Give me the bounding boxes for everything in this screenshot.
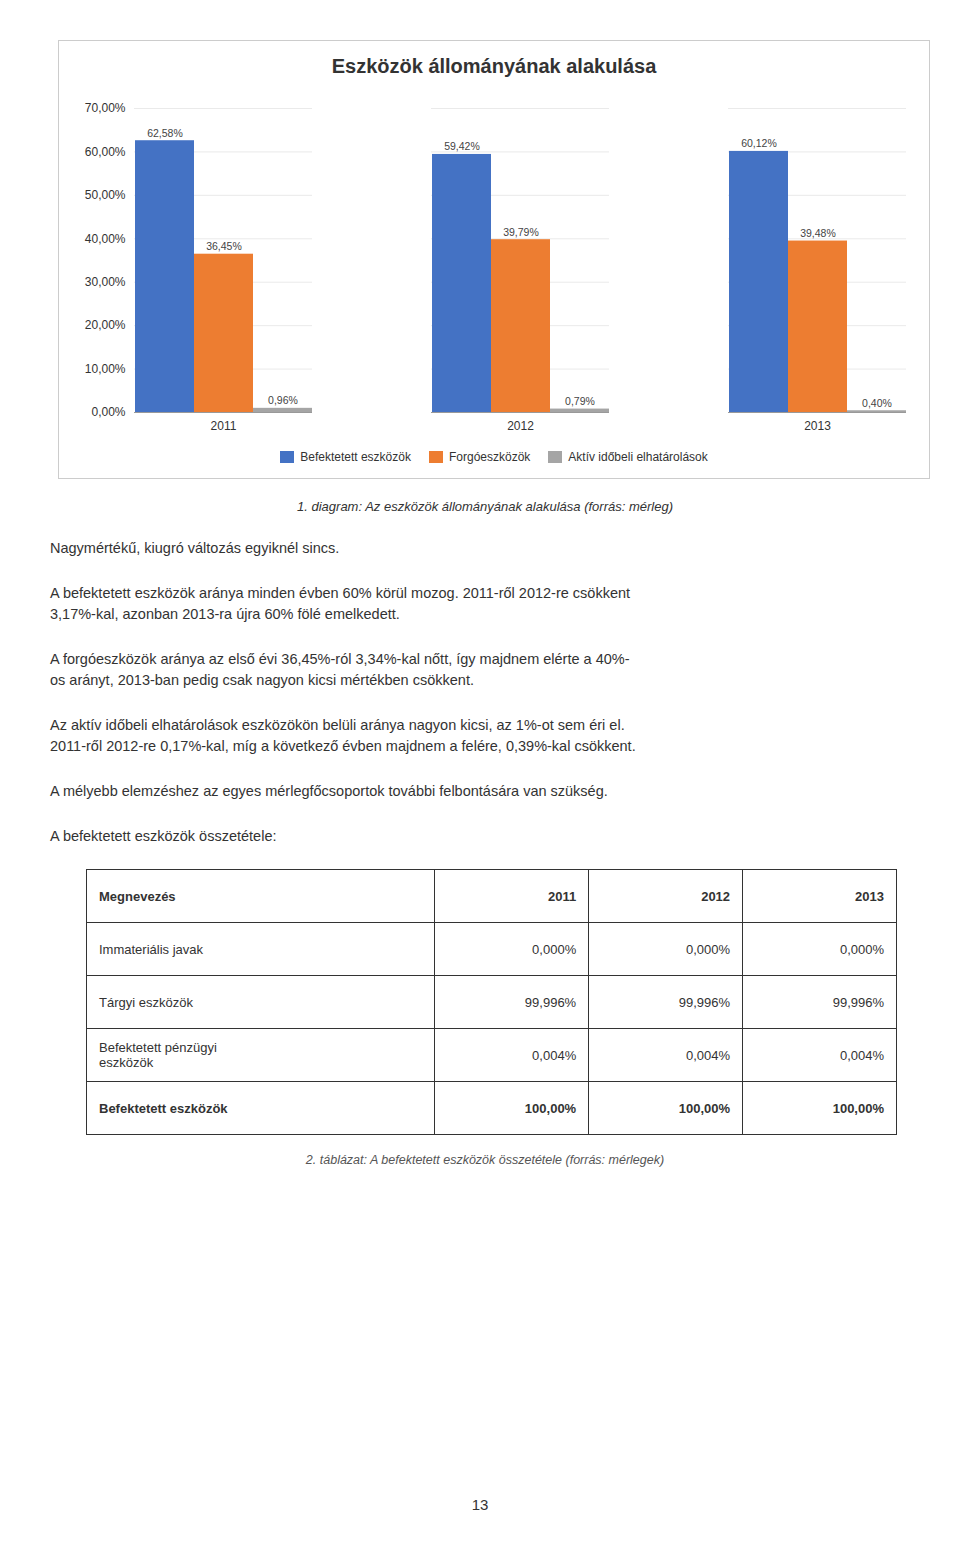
html-text:A forgóeszközök aránya az első: A forgóeszközök aránya az első évi 36,45… (50, 651, 630, 689)
html-text:0,000%: 0,000% (839, 941, 884, 957)
html-text:Tárgyi eszközök: Tárgyi eszközök (99, 994, 193, 1010)
html-text:Az aktív időbeli elhatárolások: Az aktív időbeli elhatárolások eszközökö… (50, 717, 636, 755)
html-text:2. táblázat: A befektetett esz: 2. táblázat: A befektetett eszközök össz… (305, 1153, 665, 1168)
svg-text:39,48%: 39,48% (800, 227, 836, 239)
html-text:Befektetett eszközök: Befektetett eszközök (99, 1100, 228, 1116)
svg-text:36,45%: 36,45% (206, 240, 242, 252)
html-text:1. diagram: Az eszközök állomá: 1. diagram: Az eszközök állományának ala… (297, 499, 673, 514)
html-text:13: 13 (471, 1496, 489, 1513)
html-text:0,000%: 0,000% (686, 941, 731, 957)
html-text:99,996%: 99,996% (678, 994, 731, 1010)
svg-text:20,00%: 20,00% (85, 318, 126, 332)
svg-text:2011: 2011 (211, 419, 237, 433)
svg-text:0,00%: 0,00% (91, 405, 125, 419)
html-text:Megnevezés: Megnevezés (99, 888, 176, 904)
svg-text:2012: 2012 (507, 419, 534, 433)
html-text:2013: 2013 (855, 888, 884, 904)
html-text:Forgóeszközök: Forgóeszközök (449, 450, 531, 464)
html-text:A befektetett eszközök összeté: A befektetett eszközök összetétele: (50, 828, 277, 845)
html-text:Aktív időbeli elhatárolások: Aktív időbeli elhatárolások (568, 450, 708, 464)
svg-text:10,00%: 10,00% (85, 362, 126, 376)
html-text:Immateriális javak: Immateriális javak (99, 941, 203, 957)
svg-text:0,79%: 0,79% (565, 395, 595, 407)
html-text:Befektetett pénzügyi eszközök: Befektetett pénzügyi eszközök (99, 1040, 217, 1071)
svg-text:60,00%: 60,00% (85, 145, 126, 159)
html-text:99,996%: 99,996% (524, 994, 577, 1010)
html-text:100,00%: 100,00% (678, 1100, 731, 1116)
html-text:0,004%: 0,004% (686, 1047, 731, 1063)
svg-text:50,00%: 50,00% (85, 188, 126, 202)
html-text:A befektetett eszközök aránya: A befektetett eszközök aránya minden évb… (50, 585, 631, 622)
svg-text:70,00%: 70,00% (85, 101, 126, 115)
html-text:2012: 2012 (701, 888, 731, 904)
html-text:0,004%: 0,004% (532, 1047, 577, 1063)
html-text:0,000%: 0,000% (532, 941, 577, 957)
html-text:100,00%: 100,00% (832, 1100, 884, 1116)
html-text:Eszközök állományának alakulás: Eszközök állományának alakulása (331, 55, 657, 77)
svg-text:39,79%: 39,79% (503, 226, 539, 238)
svg-text:30,00%: 30,00% (85, 275, 126, 289)
html-text:100,00%: 100,00% (524, 1100, 577, 1116)
svg-text:2013: 2013 (804, 419, 831, 433)
html-text:Nagymértékű, kiugró változás e: Nagymértékű, kiugró változás egyiknél si… (50, 540, 340, 556)
svg-text:40,00%: 40,00% (85, 232, 126, 246)
svg-text:60,12%: 60,12% (741, 137, 777, 149)
svg-text:62,58%: 62,58% (147, 127, 183, 139)
svg-text:0,40%: 0,40% (862, 397, 892, 409)
html-text:Befektetett eszközök: Befektetett eszközök (300, 450, 411, 464)
html-text:0,004%: 0,004% (839, 1047, 884, 1063)
svg-text:59,42%: 59,42% (444, 140, 480, 152)
html-text:A mélyebb elemzéshez az egyes: A mélyebb elemzéshez az egyes mérlegfőcs… (50, 783, 608, 800)
html-text:99,996%: 99,996% (832, 994, 884, 1010)
svg-text:0,96%: 0,96% (268, 394, 298, 406)
html-text:2011: 2011 (548, 888, 577, 904)
